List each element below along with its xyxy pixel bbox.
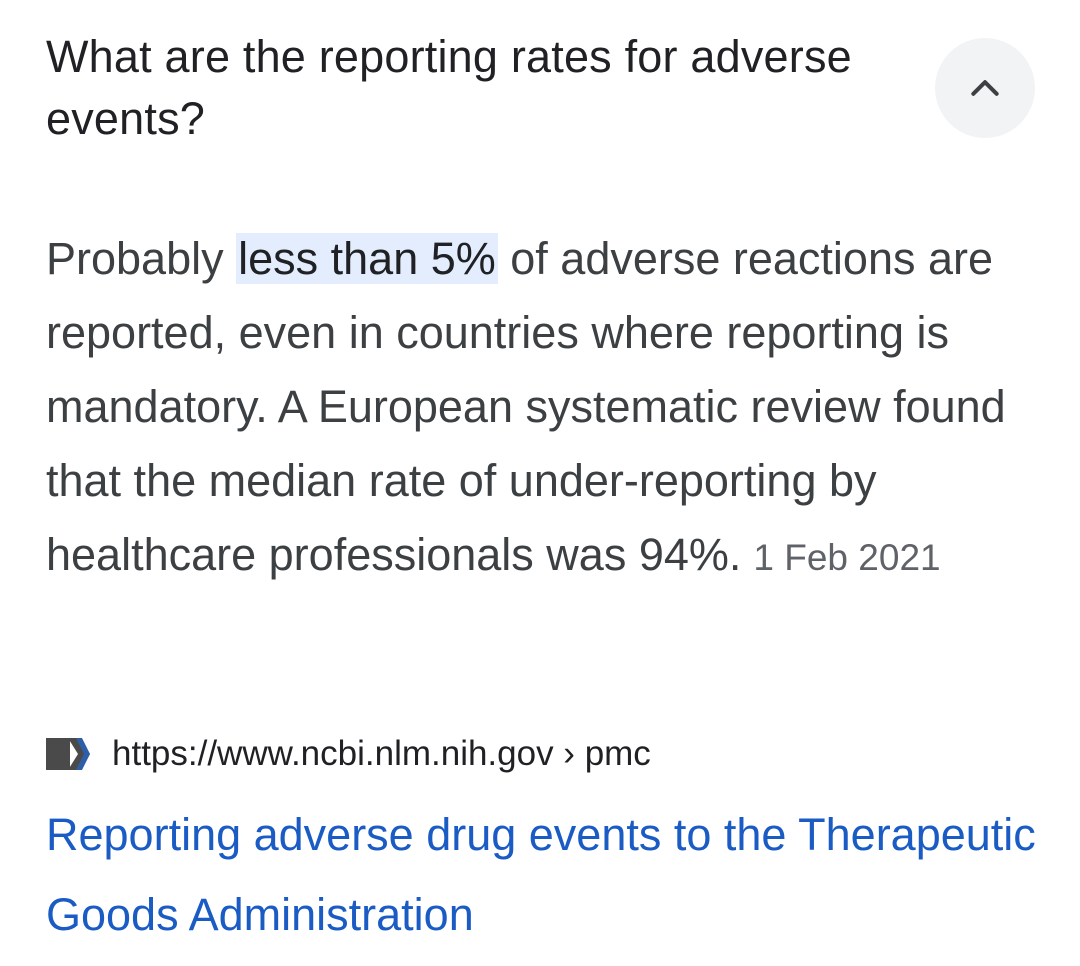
answer-snippet: Probably less than 5% of adverse reactio…	[46, 222, 1036, 595]
ncbi-favicon-icon	[46, 738, 90, 770]
answer-date: 1 Feb 2021	[753, 537, 941, 578]
answer-body: of adverse reactions are reported, even …	[46, 233, 1006, 580]
question-heading[interactable]: What are the reporting rates for adverse…	[46, 31, 852, 144]
answer-highlight: less than 5%	[236, 233, 498, 284]
collapse-button[interactable]	[935, 38, 1035, 138]
answer-prefix: Probably	[46, 233, 237, 284]
chevron-up-icon	[971, 80, 999, 96]
source-url[interactable]: https://www.ncbi.nlm.nih.gov › pmc	[112, 734, 651, 773]
result-title-link[interactable]: Reporting adverse drug events to the The…	[46, 809, 1036, 940]
source-line[interactable]: https://www.ncbi.nlm.nih.gov › pmc	[46, 730, 651, 778]
